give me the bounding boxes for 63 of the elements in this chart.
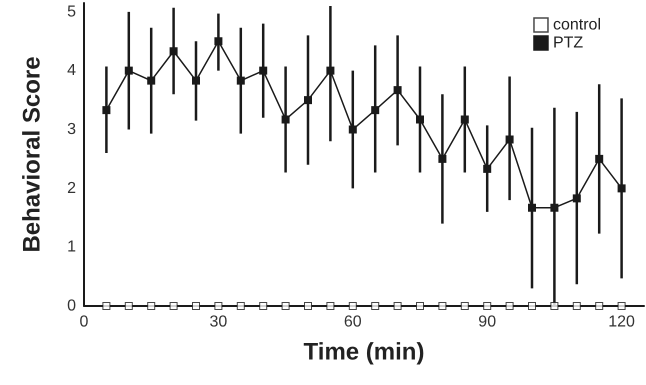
point [618,302,626,310]
point [348,302,357,310]
point [147,76,156,85]
point [595,302,604,310]
point [102,106,110,114]
point [506,302,514,310]
point [595,154,604,163]
x-tick-label: 30 [210,314,228,330]
point [572,194,581,202]
y-tick-label: 0 [67,298,76,314]
point [147,302,156,310]
x-tick-label: 120 [608,314,636,330]
point [438,154,446,163]
point [460,115,469,124]
legend-label: control [552,16,602,34]
point [483,302,492,310]
x-tick-label: 60 [344,314,362,330]
point [236,76,245,85]
point [214,37,222,46]
legend-label: PTZ [552,34,584,52]
point [170,47,178,56]
point [528,302,536,310]
point [550,302,558,310]
x-tick-label: 90 [478,314,496,330]
point [618,184,626,192]
y-axis-title: Behavioral Score [18,56,46,253]
point [304,96,312,104]
point [506,135,514,144]
point [572,302,581,310]
point [102,302,110,310]
point [124,302,133,310]
point [348,125,357,134]
point [236,302,245,310]
point [394,86,402,94]
point [214,302,222,310]
point [460,302,469,310]
point [304,302,312,310]
point [192,302,200,310]
point [124,66,133,75]
point [259,66,268,75]
point [371,106,380,114]
point [326,302,334,310]
point [394,302,402,310]
y-tick-label: 3 [67,120,76,138]
y-tick-label: 1 [67,238,76,256]
x-axis-title: Time (min) [304,338,424,366]
point [192,76,200,85]
point [438,302,446,310]
point [326,66,334,75]
point [282,115,290,124]
point [170,302,178,310]
point [259,302,268,310]
point [416,302,424,310]
y-tick-label: 4 [67,62,76,80]
point [371,302,380,310]
x-tick-label: 0 [80,314,89,330]
y-tick-label: 5 [67,3,76,20]
point [483,164,492,173]
point [282,302,290,310]
point [416,115,424,124]
point [528,204,536,212]
point [550,204,558,212]
y-tick-label: 2 [67,180,76,197]
